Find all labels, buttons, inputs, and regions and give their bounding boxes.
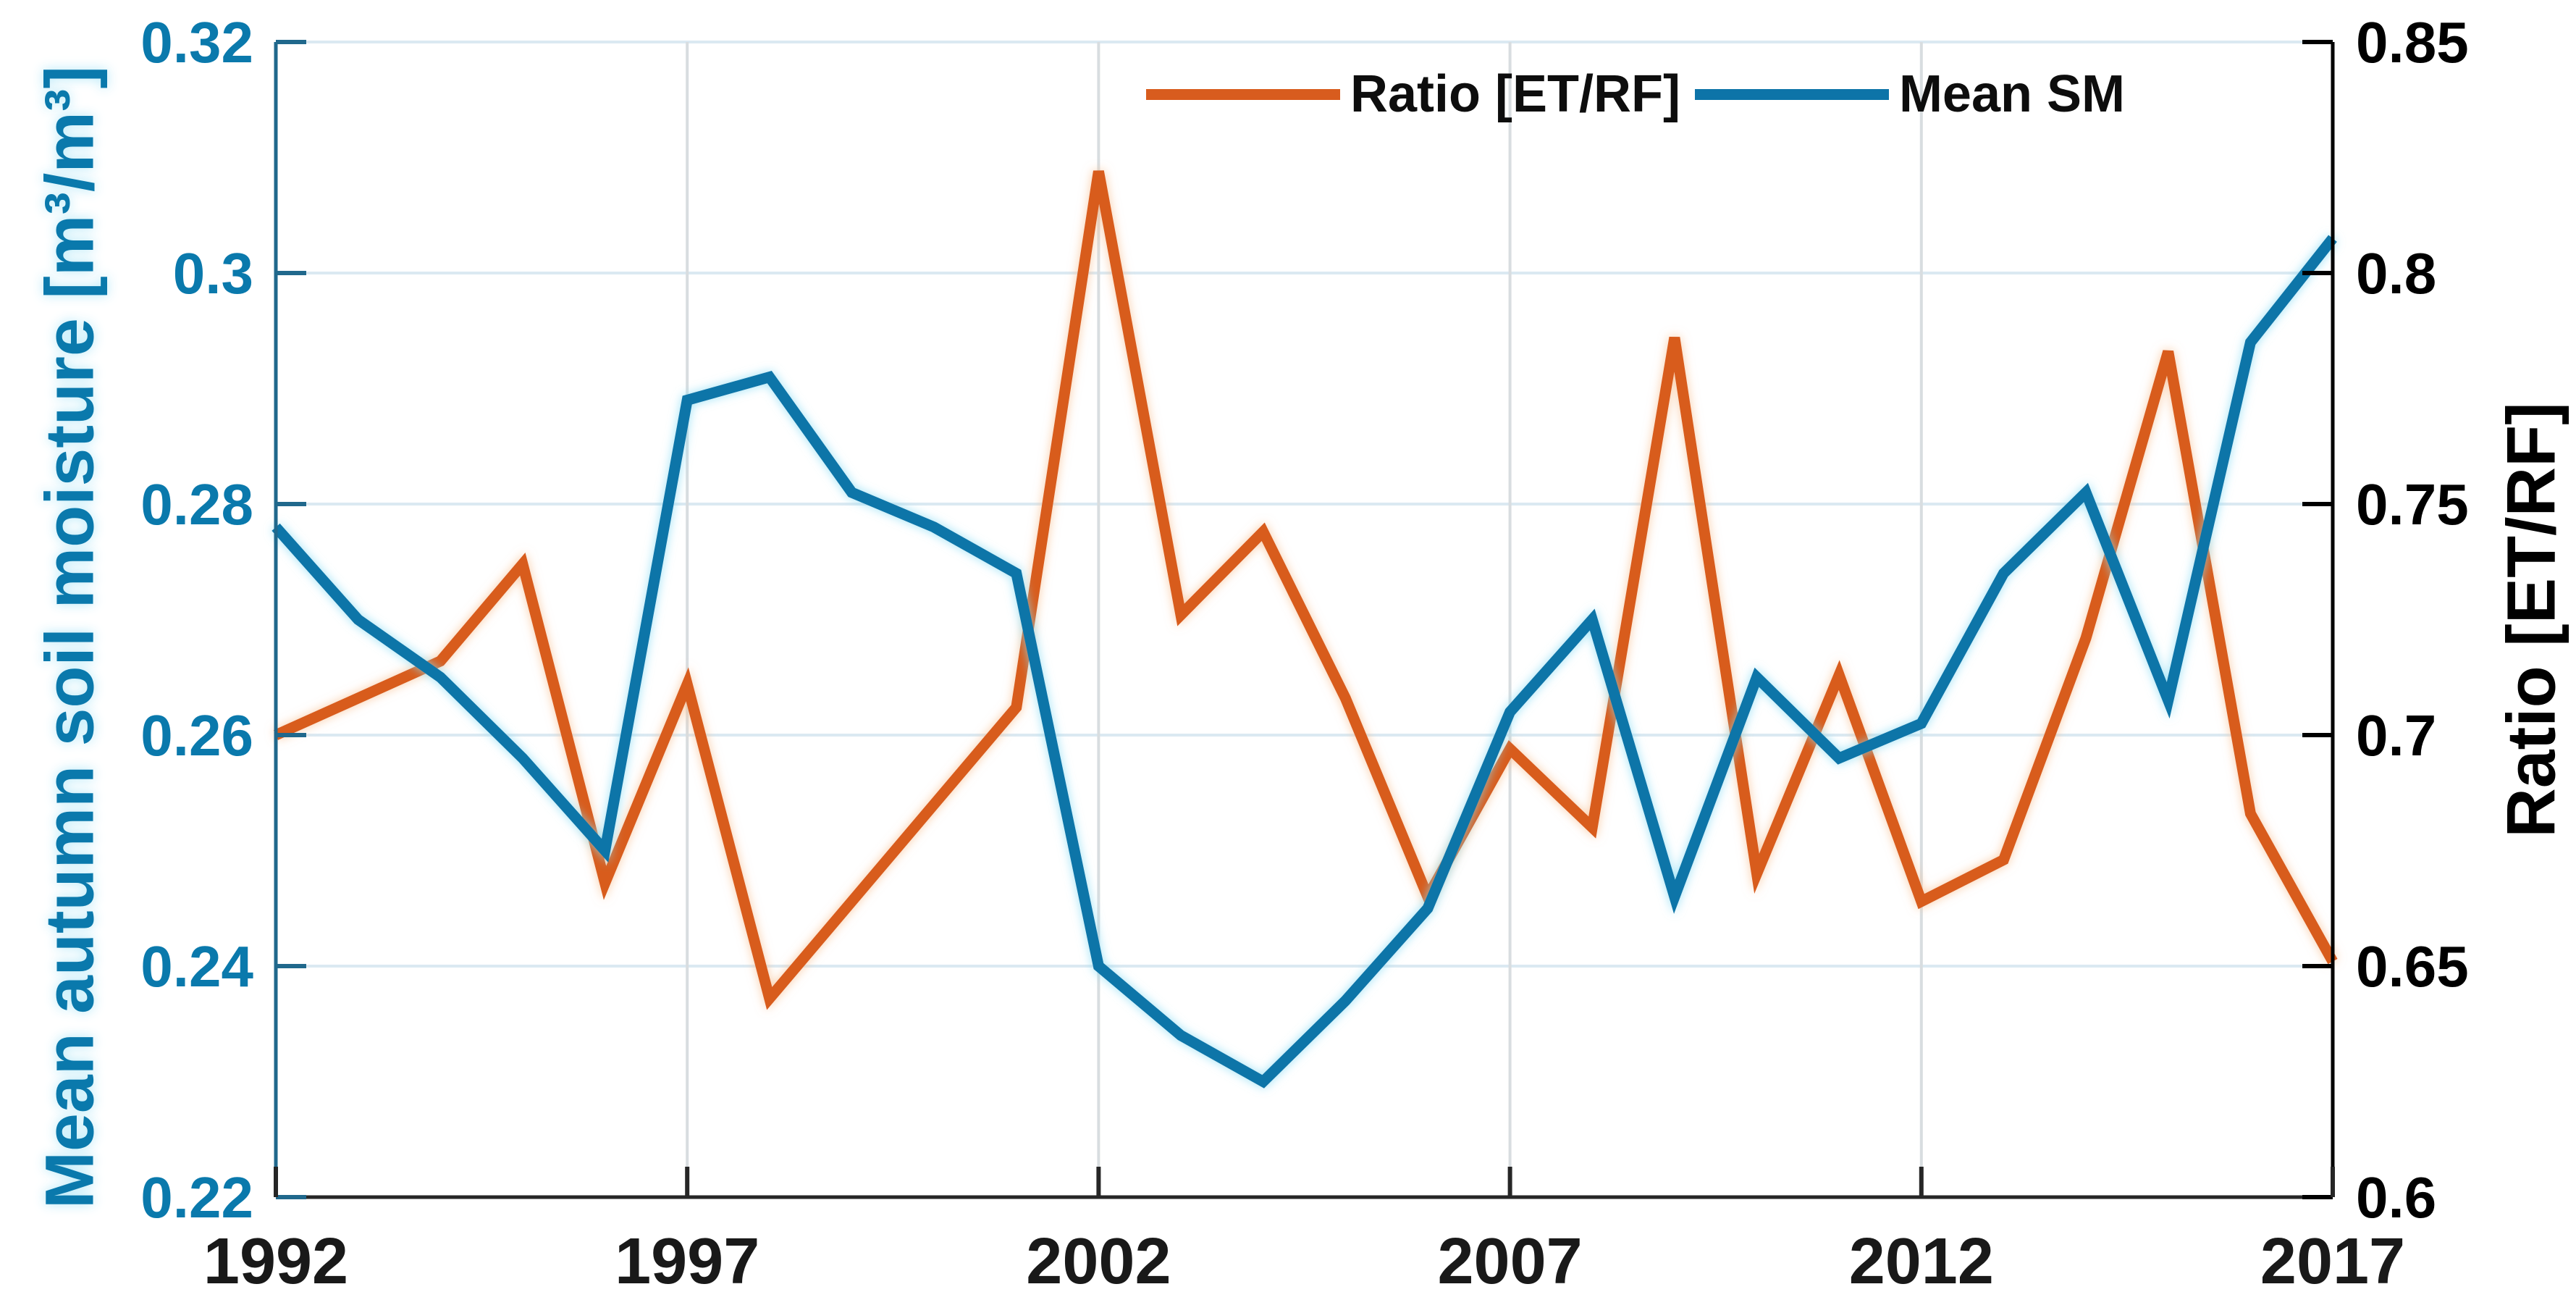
left-y-tick-label: 0.22 [140,1165,253,1230]
x-tick-label: 2017 [2260,1225,2405,1298]
right-y-tick-label: 0.6 [2356,1165,2436,1230]
right-y-axis-title: Ratio [ET/RF] [2493,402,2570,838]
x-tick-label: 2007 [1437,1225,1582,1298]
x-tick-label: 1997 [615,1225,759,1298]
left-y-axis-title: Mean autumn soil moisture [m³/m³] [31,65,109,1209]
x-tick-label: 2012 [1849,1225,1994,1298]
legend-label-mean-sm: Mean SM [1898,65,2125,123]
legend-line-sample-ratio [1146,88,1340,100]
left-y-tick-label: 0.24 [140,934,253,999]
x-tick-label: 1992 [203,1225,348,1298]
series-line-mean-sm [272,235,2337,1088]
left-y-tick-label: 0.3 [173,241,253,306]
legend-label-ratio: Ratio [ET/RF] [1350,65,1680,123]
series-line-ratio [273,170,2338,1010]
left-y-tick-label: 0.32 [140,10,253,75]
right-y-tick-label: 0.8 [2356,241,2436,306]
left-y-tick-label: 0.28 [140,472,253,537]
right-y-tick-label: 0.75 [2356,472,2469,537]
x-tick-label: 2002 [1026,1225,1171,1298]
legend-line-sample-mean-sm [1694,88,1889,100]
right-y-tick-label: 0.65 [2356,934,2469,999]
right-y-tick-label: 0.85 [2356,10,2469,75]
left-y-tick-label: 0.26 [140,703,253,768]
legend: Ratio [ET/RF] Mean SM [1146,61,2139,127]
right-y-tick-label: 0.7 [2356,703,2436,768]
